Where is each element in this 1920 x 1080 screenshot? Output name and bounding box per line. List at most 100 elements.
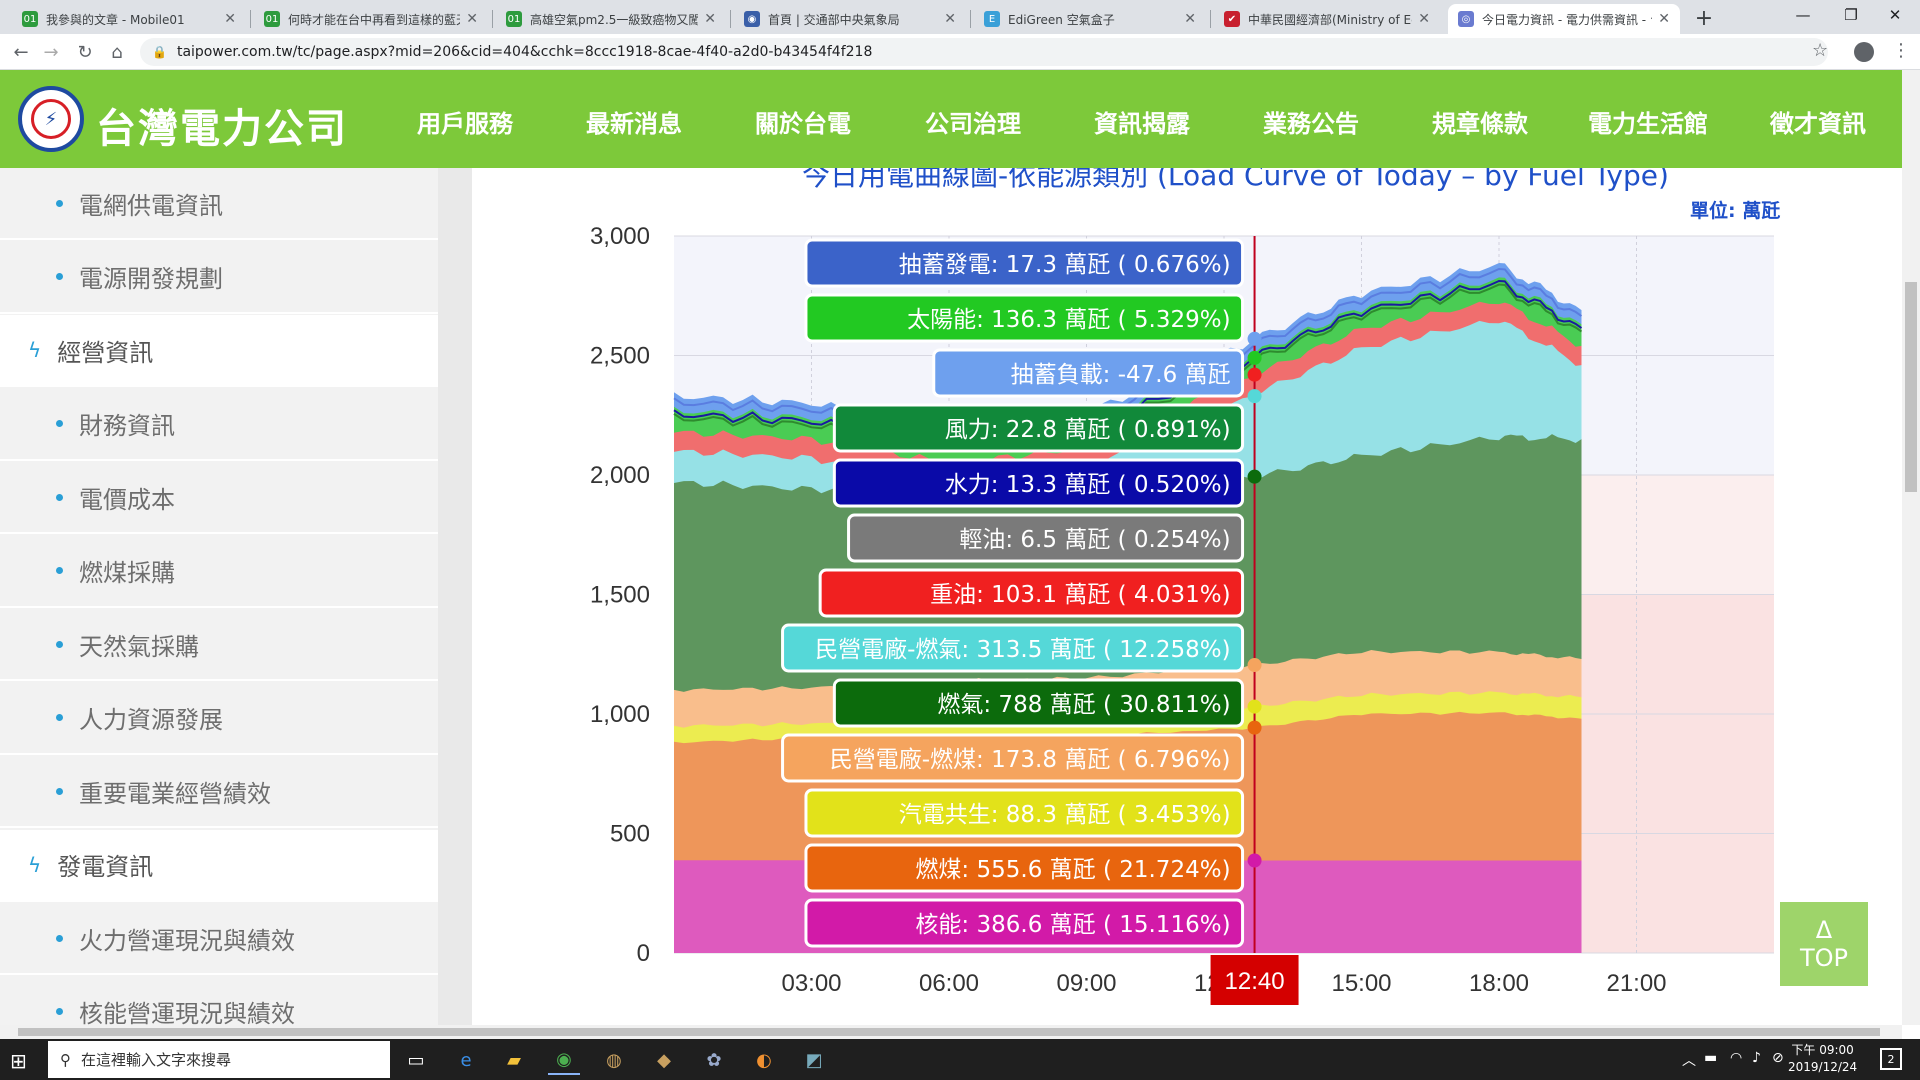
tray-chevron-icon[interactable]: ︿ <box>1682 1053 1696 1069</box>
cursor-point <box>1247 853 1262 868</box>
sidebar-item[interactable]: 電網供電資訊 <box>0 168 438 240</box>
app-icon-3[interactable]: ✿ <box>706 1049 722 1071</box>
bullet-dot-icon <box>56 273 63 280</box>
browser-tab[interactable]: 01 我參與的文章 - Mobile01 ✕ <box>12 4 246 34</box>
main-nav-item[interactable]: 業務公告 <box>1263 110 1359 138</box>
sidebar-item[interactable]: 電源開發規劃 <box>0 242 438 314</box>
main-nav-item[interactable]: 最新消息 <box>586 110 682 138</box>
sidebar-item-label: 電網供電資訊 <box>79 191 223 220</box>
tooltip-item-text: 燃煤: 555.6 萬瓩 ( 21.724%) <box>915 857 1230 883</box>
profile-avatar[interactable] <box>1854 42 1874 62</box>
edge-icon[interactable]: e <box>460 1049 472 1071</box>
app-icon-4[interactable]: ◐ <box>756 1049 772 1071</box>
url-text: taipower.com.tw/tc/page.aspx?mid=206&cid… <box>176 44 873 60</box>
main-nav-item[interactable]: 公司治理 <box>925 110 1021 138</box>
browser-tab[interactable]: E EdiGreen 空氣盒子 ✕ <box>974 4 1206 34</box>
app-icon-2[interactable]: ◆ <box>657 1049 671 1071</box>
scrollbar-thumb[interactable] <box>1905 282 1917 492</box>
tab-close-icon[interactable]: ✕ <box>944 11 956 27</box>
tooltip-item <box>832 458 1245 508</box>
back-icon[interactable]: ← <box>13 41 29 63</box>
brand-name[interactable]: 台灣電力公司 <box>96 105 348 152</box>
file-explorer-icon[interactable]: ▰ <box>507 1049 521 1071</box>
tooltip-item-text: 抽蓄發電: 17.3 萬瓩 ( 0.676%) <box>899 252 1231 278</box>
main-nav-item[interactable]: 關於台電 <box>755 110 851 138</box>
sidebar-item[interactable]: 天然氣採購 <box>0 609 438 681</box>
x-tick-label: 21:00 <box>1606 970 1666 997</box>
tab-close-icon[interactable]: ✕ <box>1418 11 1430 27</box>
sidebar-item-label: 天然氣採購 <box>79 632 199 661</box>
ime-icon[interactable]: ⊘ <box>1772 1050 1784 1066</box>
address-bar[interactable]: 🔒 taipower.com.tw/tc/page.aspx?mid=206&c… <box>140 38 1828 66</box>
reload-icon[interactable]: ↻ <box>77 41 93 63</box>
cursor-point <box>1247 699 1262 714</box>
cursor-point <box>1247 720 1262 735</box>
task-view-icon[interactable]: ▭ <box>407 1049 425 1071</box>
main-nav-item[interactable]: 徵才資訊 <box>1770 110 1866 138</box>
browser-tab[interactable]: ✔ 中華民國經濟部(Ministry of Econ ✕ <box>1214 4 1440 34</box>
forward-icon[interactable]: → <box>43 41 59 63</box>
taskbar-search-box[interactable]: ⚲ 在這裡輸入文字來搜尋 <box>48 1041 390 1078</box>
cursor-point <box>1247 389 1262 404</box>
main-nav-item[interactable]: 資訊揭露 <box>1094 110 1190 138</box>
tooltip-item <box>818 568 1245 618</box>
tab-favicon-icon: E <box>984 11 1000 27</box>
browser-tab[interactable]: 01 何時才能在台中再看到這樣的藍天 ✕ <box>254 4 488 34</box>
minimize-icon[interactable]: — <box>1795 6 1811 24</box>
sidebar-item[interactable]: 人力資源發展 <box>0 683 438 755</box>
bullet-dot-icon <box>56 787 63 795</box>
tab-separator <box>492 10 493 28</box>
sidebar-section-header[interactable]: ϟ 經營資訊 <box>0 315 438 387</box>
main-nav-item[interactable]: 規章條款 <box>1432 110 1528 138</box>
app-icon-1[interactable]: ◍ <box>606 1049 622 1071</box>
lightning-icon: ϟ <box>28 852 42 877</box>
sidebar-item[interactable]: 火力營運現況與績效 <box>0 903 438 975</box>
app-icon-5[interactable]: ◩ <box>805 1049 823 1071</box>
sidebar-item[interactable]: 核能營運現況與績效 <box>0 977 438 1025</box>
taipower-logo[interactable]: ⚡ <box>18 86 84 152</box>
browser-tab[interactable]: 01 高雄空氣pm2.5一級致癌物又闖禍 ✕ <box>496 4 726 34</box>
sidebar-item[interactable]: 財務資訊 <box>0 389 438 461</box>
notification-icon[interactable]: 2 <box>1880 1048 1902 1070</box>
y-tick-label: 0 <box>637 940 650 967</box>
browser-tab[interactable]: ◉ 首頁 | 交通部中央氣象局 ✕ <box>734 4 966 34</box>
tab-close-icon[interactable]: ✕ <box>1184 11 1196 27</box>
back-to-top-button[interactable]: Δ TOP <box>1780 902 1868 986</box>
windows-start-icon[interactable]: ⊞ <box>10 1049 27 1073</box>
lightning-icon: ϟ <box>28 338 42 362</box>
bullet-dot-icon <box>56 420 63 427</box>
new-tab-button[interactable]: + <box>1694 5 1714 31</box>
sidebar-section-header[interactable]: ϟ 發電資訊 <box>0 829 438 902</box>
chrome-icon[interactable]: ◉ <box>548 1045 580 1075</box>
vertical-scrollbar[interactable] <box>1902 70 1920 1025</box>
x-tick-label: 18:00 <box>1469 970 1529 997</box>
tab-close-icon[interactable]: ✕ <box>224 11 236 27</box>
bullet-dot-icon <box>56 714 63 721</box>
battery-icon[interactable]: ▬ <box>1704 1050 1718 1066</box>
tab-favicon-icon: ◉ <box>744 11 760 27</box>
sidebar-item[interactable]: 燃煤採購 <box>0 536 438 608</box>
browser-tab[interactable]: ◎ 今日電力資訊 - 電力供需資訊 - 台 ✕ <box>1448 4 1680 34</box>
home-icon[interactable]: ⌂ <box>111 41 123 63</box>
browser-menu-icon[interactable]: ⋮ <box>1892 40 1910 61</box>
tooltip-item <box>804 788 1245 838</box>
tooltip-item-text: 汽電共生: 88.3 萬瓩 ( 3.453%) <box>899 802 1231 828</box>
main-nav-item[interactable]: 用戶服務 <box>417 110 513 138</box>
restore-icon[interactable]: ❐ <box>1844 6 1858 24</box>
hscrollbar-thumb[interactable] <box>18 1028 1880 1036</box>
close-window-icon[interactable]: ✕ <box>1888 6 1902 24</box>
taskbar-clock[interactable]: 下午 09:00 2019/12/24 <box>1788 1042 1857 1076</box>
sidebar-item[interactable]: 電價成本 <box>0 462 438 534</box>
tab-close-icon[interactable]: ✕ <box>1658 11 1670 27</box>
tab-close-icon[interactable]: ✕ <box>466 11 478 27</box>
bookmark-star-icon[interactable]: ☆ <box>1812 40 1829 61</box>
sidebar-item[interactable]: 重要電業經營績效 <box>0 756 438 828</box>
sidebar-item-label: 人力資源發展 <box>79 706 223 734</box>
main-nav-item[interactable]: 電力生活館 <box>1588 110 1708 138</box>
network-icon[interactable]: ◠ <box>1730 1050 1743 1066</box>
tab-separator <box>970 10 971 28</box>
cursor-point <box>1247 331 1262 346</box>
volume-icon[interactable]: ♪ <box>1752 1050 1761 1066</box>
tab-close-icon[interactable]: ✕ <box>704 11 716 27</box>
horizontal-scrollbar[interactable] <box>0 1025 1902 1039</box>
